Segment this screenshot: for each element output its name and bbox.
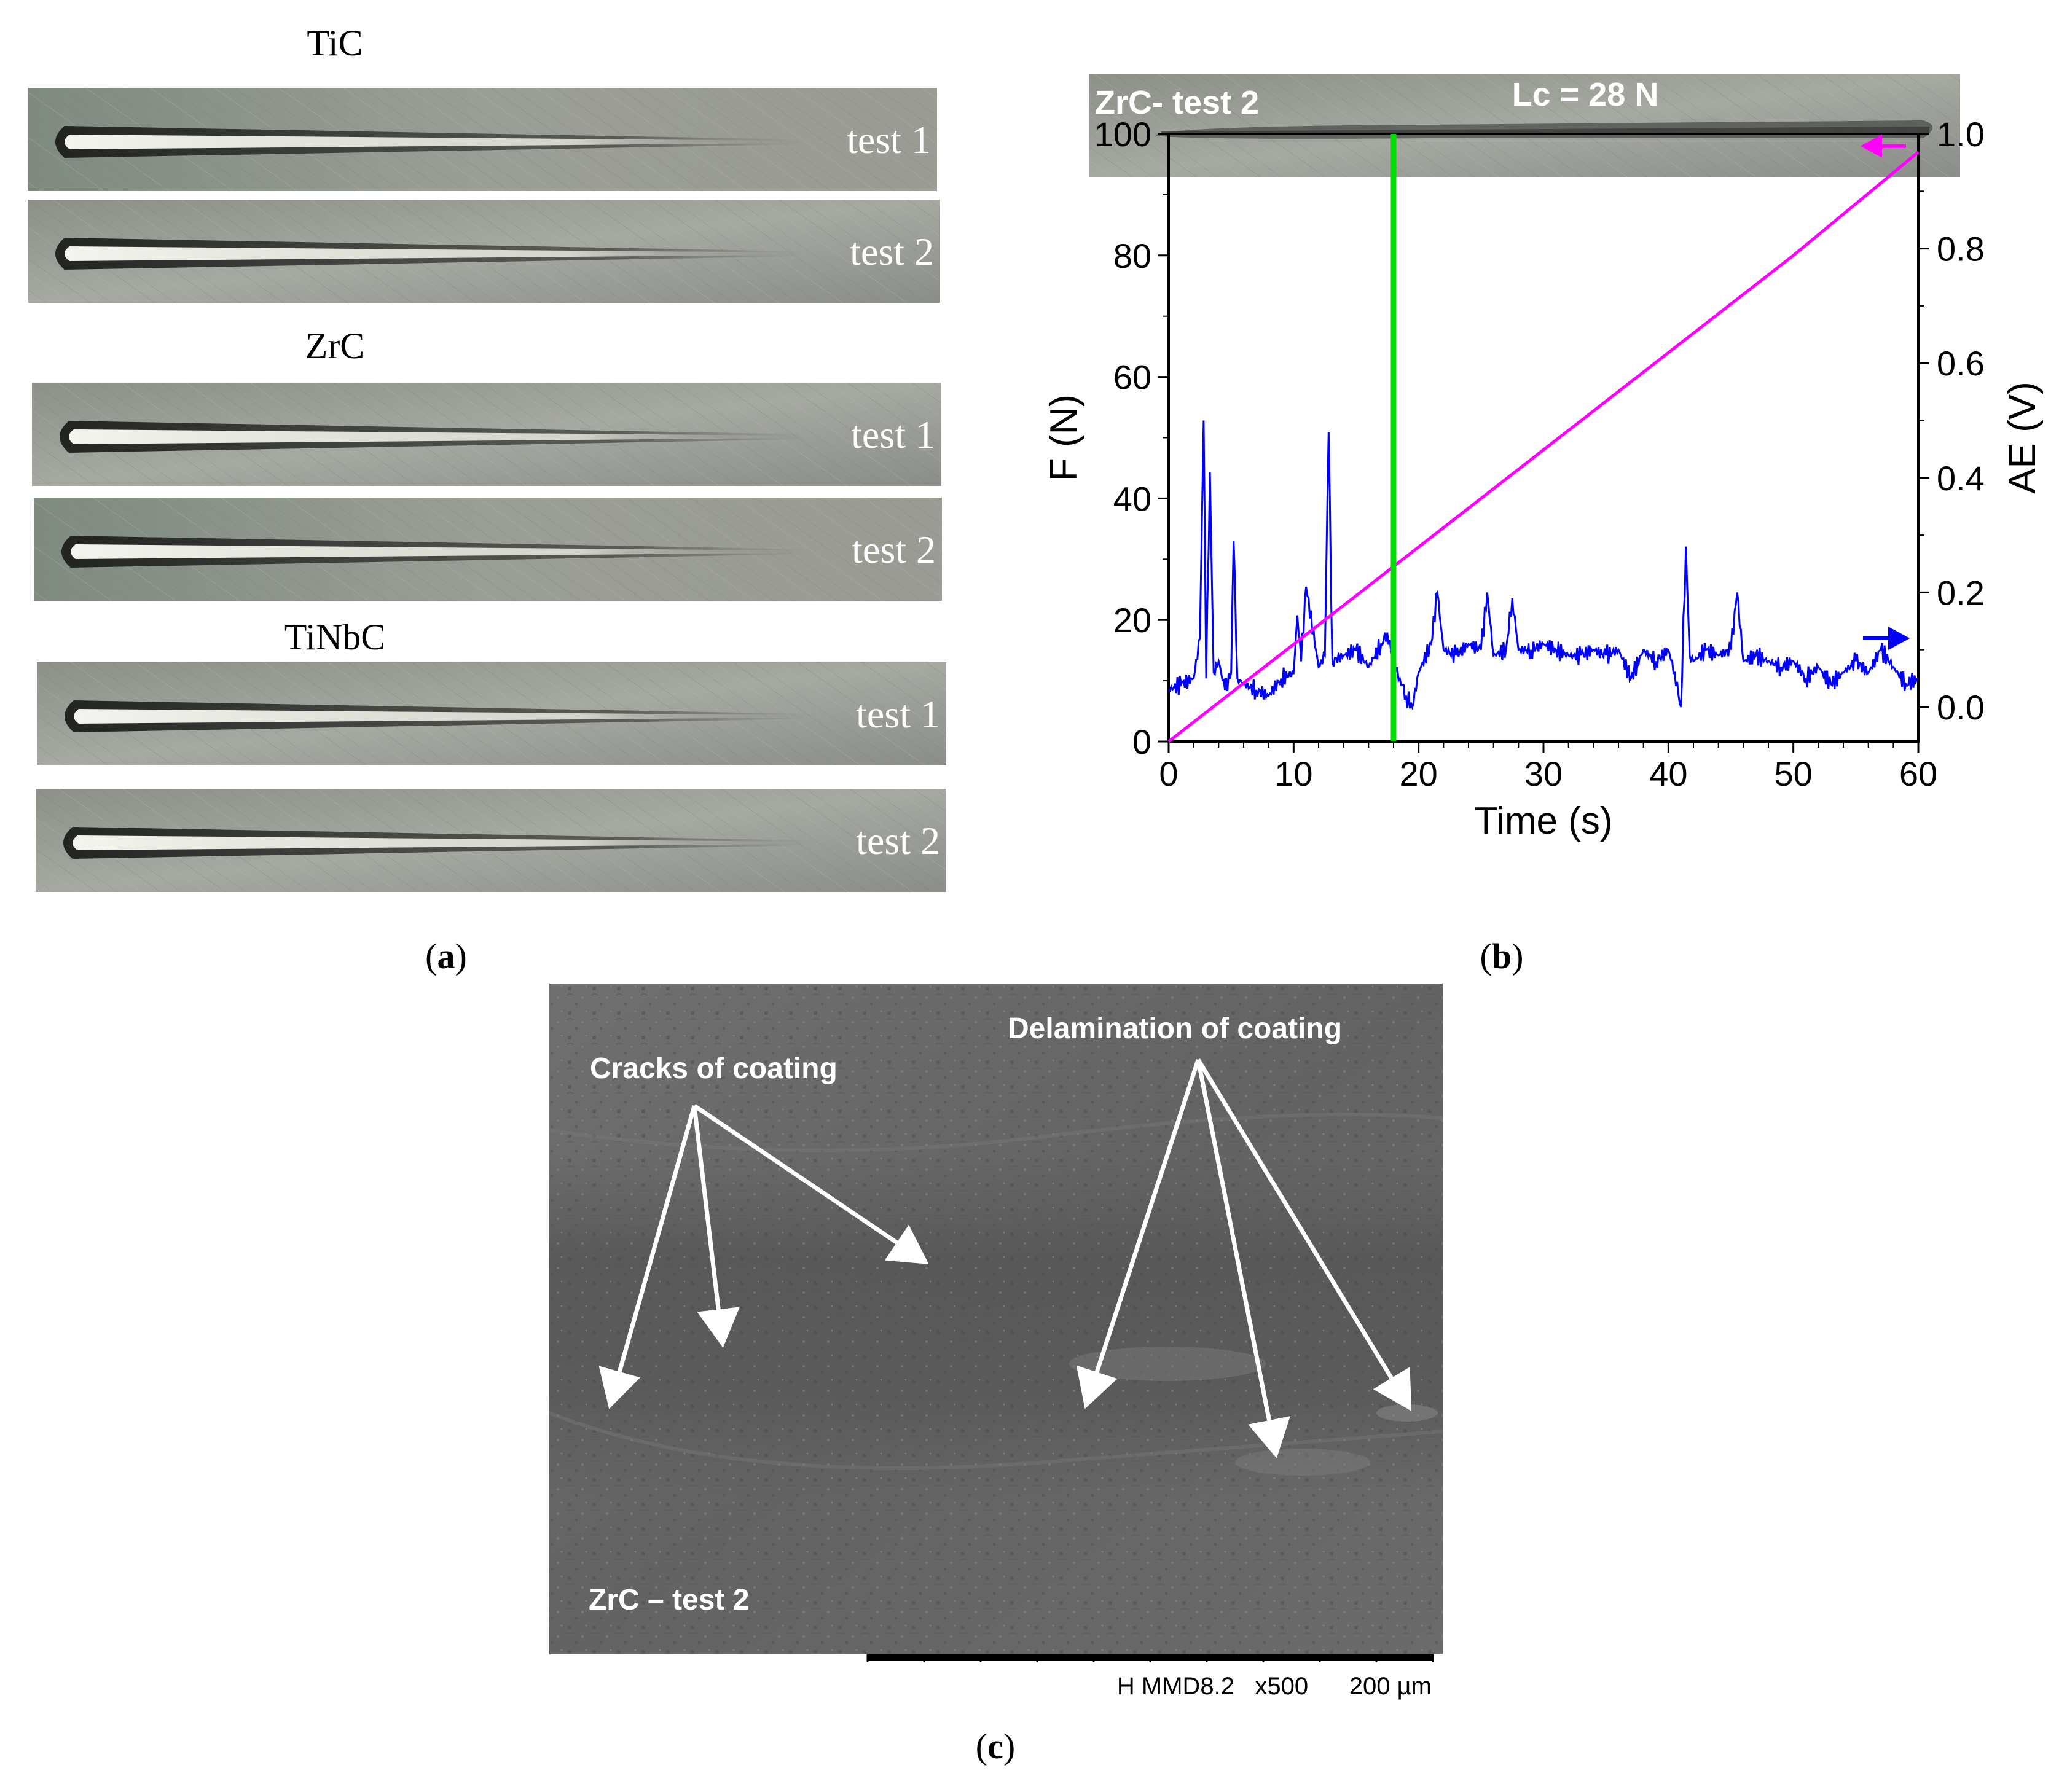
scale-text: H MMD8.2 x500 200 µm <box>1117 1673 1432 1700</box>
strip-test-label: test 1 <box>847 118 931 162</box>
crack-arrows <box>598 1104 929 1409</box>
force-axis-arrow <box>1860 134 1906 158</box>
strip-test-label: test 2 <box>852 528 936 571</box>
zrc-scratch-strip: ZrC- test 2 Lc = 28 N <box>1089 74 1960 177</box>
force-ae-chart: 0 10 20 30 40 50 60 0 20 40 60 80 100 0.0 0.2 0.4 0.6 0.8… <box>1043 115 2044 842</box>
x-tick-label: 10 <box>1274 754 1312 793</box>
y-tick-label: 0 <box>1132 722 1151 761</box>
scratch-strip: test 2 <box>28 200 940 303</box>
strip-label: ZrC- test 2 <box>1095 84 1259 121</box>
panel-b-caption: (b) <box>1480 936 1524 976</box>
y2-tick-label: 0.6 <box>1937 344 1985 383</box>
group-title-zrc: ZrC <box>305 326 365 366</box>
x-tick-label: 60 <box>1899 754 1937 793</box>
scratch-strip: test 1 <box>28 88 937 191</box>
lc-label: Lc = 28 N <box>1512 76 1659 113</box>
cracks-label: Cracks of coating <box>590 1052 837 1085</box>
scratch-strip: test 2 <box>34 498 942 601</box>
scale-bar: H MMD8.2 x500 200 µm <box>866 1654 1434 1700</box>
y-axis-label: F (N) <box>1043 394 1085 481</box>
panel-a: TiC ZrC TiNbC test 1 test 2 test 1 test 2 te… <box>28 23 946 976</box>
plot-frame <box>1167 133 1920 743</box>
y-tick-label: 60 <box>1113 358 1151 397</box>
y2-tick-label: 0.8 <box>1937 230 1985 268</box>
y-tick-label: 80 <box>1113 237 1151 275</box>
group-title-tic: TiC <box>307 23 363 63</box>
y-tick-label: 20 <box>1113 601 1151 640</box>
y2-tick-label: 0.4 <box>1937 459 1985 498</box>
scratch-strip: test 1 <box>37 662 946 765</box>
y-tick-label: 100 <box>1094 115 1151 154</box>
y2-tick-label: 0.0 <box>1937 688 1985 727</box>
panel-c: Cracks of coating Delamination of coatin… <box>548 984 1443 1766</box>
panel-a-caption: (a) <box>425 936 467 976</box>
series-ae-line <box>1168 420 1919 711</box>
scratch-strip: test 1 <box>32 383 941 486</box>
x-axis-label: Time (s) <box>1475 800 1613 842</box>
y2-tick-label: 0.2 <box>1937 573 1985 612</box>
series-force-line <box>1167 151 1920 743</box>
strip-test-label: test 1 <box>851 413 935 456</box>
delamination-arrows <box>1076 1058 1412 1458</box>
strip-test-label: test 2 <box>856 819 940 863</box>
x-tick-label: 50 <box>1775 754 1813 793</box>
scratch-strip: test 2 <box>36 789 946 892</box>
x-tick-label: 30 <box>1524 754 1563 793</box>
panel-c-caption: (c) <box>976 1726 1015 1766</box>
sample-label: ZrC – test 2 <box>589 1584 749 1616</box>
strip-test-label: test 1 <box>856 692 940 736</box>
x-tick-label: 40 <box>1649 754 1687 793</box>
panel-b: ZrC- test 2 Lc = 28 N 0 10 20 30 40 50 60 0 20 40… <box>1043 74 2044 976</box>
group-title-tinbc: TiNbC <box>284 617 386 657</box>
x-tick-label: 0 <box>1159 754 1178 793</box>
strip-test-label: test 2 <box>850 230 934 273</box>
delamination-label: Delamination of coating <box>1008 1012 1342 1045</box>
y-tick-label: 40 <box>1113 479 1151 518</box>
y2-axis-label: AE (V) <box>2001 381 2044 494</box>
x-tick-label: 20 <box>1400 754 1438 793</box>
ae-axis-arrow <box>1863 627 1910 651</box>
y2-tick-label: 1.0 <box>1937 115 1985 154</box>
